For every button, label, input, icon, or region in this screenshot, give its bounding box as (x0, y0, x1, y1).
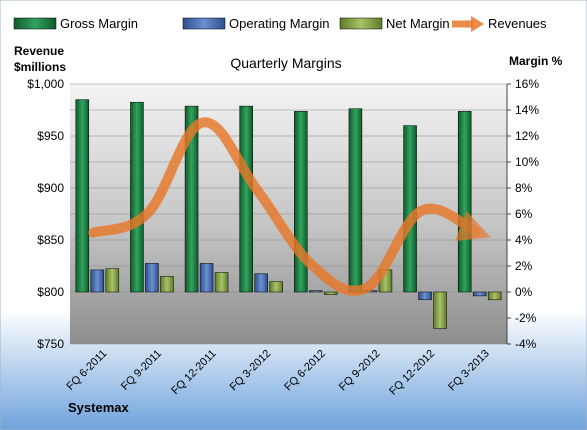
revenue-point (201, 121, 204, 124)
legend-label: Net Margin (386, 16, 450, 31)
right-tick-label: -4% (515, 337, 537, 351)
net-margin-bar (324, 291, 338, 295)
revenue-point (92, 231, 95, 234)
net-margin-bar (433, 291, 447, 329)
company-name: Systemax (68, 400, 129, 415)
revenue-point (256, 189, 259, 192)
gross-margin-bar (239, 105, 253, 293)
revenue-line-layer (88, 117, 491, 296)
revenue-point (146, 211, 149, 214)
legend-label: Operating Margin (229, 16, 329, 31)
right-tick-label: 2% (515, 259, 533, 273)
right-tick-label: 4% (515, 233, 533, 247)
gross-margin-bar (457, 111, 472, 293)
gross-margin-bar (130, 101, 144, 293)
revenue-point (474, 230, 477, 233)
left-tick-label: $1,000 (27, 77, 64, 91)
left-tick-label: $750 (37, 337, 64, 351)
left-tick-label: $850 (37, 233, 64, 247)
revenue-point (365, 286, 368, 289)
operating-margin-bar (309, 290, 323, 293)
legend-label: Gross Margin (60, 16, 138, 31)
gross-margin-bar (348, 108, 363, 293)
revenue-point (310, 263, 313, 266)
net-margin-bar (160, 276, 174, 293)
legend-swatch (13, 17, 57, 30)
right-tick-label: -2% (515, 311, 537, 325)
right-tick-label: 0% (515, 285, 533, 299)
operating-margin-bar (418, 291, 432, 301)
right-tick-label: 14% (515, 103, 539, 117)
net-margin-bar (269, 281, 283, 293)
operating-margin-bar (472, 291, 487, 297)
operating-margin-bar (254, 273, 268, 293)
legend-arrow-icon (471, 16, 484, 32)
net-margin-bar (105, 268, 120, 293)
right-tick-label: 8% (515, 181, 533, 195)
right-tick-label: 10% (515, 155, 539, 169)
operating-margin-bar (90, 269, 105, 293)
revenue-line (88, 117, 491, 296)
net-margin-bar (214, 272, 229, 293)
net-margin-bar (487, 291, 502, 301)
legend: Gross Margin Operating Margin Net Margin Re… (13, 16, 547, 32)
right-tick-label: 16% (515, 77, 539, 91)
right-tick-label: 6% (515, 207, 533, 221)
operating-margin-bar (145, 263, 159, 293)
legend-swatch (339, 17, 383, 30)
right-tick-label: 12% (515, 129, 539, 143)
left-axis-label-line1: Revenue (14, 44, 64, 58)
right-axis-label: Margin % (509, 54, 563, 68)
gross-margin-bar (403, 125, 417, 293)
gross-margin-bar (75, 99, 90, 293)
left-tick-label: $800 (37, 285, 64, 299)
left-tick-label: $900 (37, 181, 64, 195)
revenue-point (420, 209, 423, 212)
left-axis-label-line2: $millions (14, 60, 66, 74)
gross-margin-bar (184, 105, 199, 293)
legend-swatch (182, 17, 226, 30)
legend-label: Revenues (488, 16, 547, 31)
operating-margin-bar (199, 263, 214, 293)
chart-title: Quarterly Margins (230, 55, 341, 71)
bars (75, 99, 502, 329)
left-tick-label: $950 (37, 129, 64, 143)
